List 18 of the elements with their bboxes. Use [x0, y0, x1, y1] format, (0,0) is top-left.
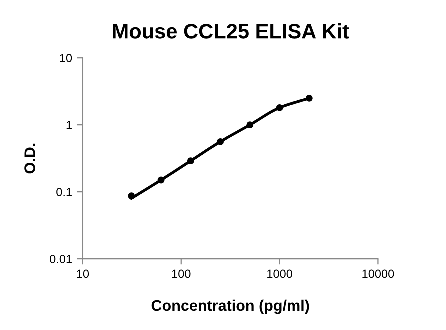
y-tick-label: 10 — [60, 54, 72, 62]
y-tick-label: 0.01 — [50, 255, 72, 264]
y-axis-title: O.D. — [24, 144, 36, 174]
x-tick-label: 1000 — [268, 270, 292, 278]
chart-title: Mouse CCL25 ELISA Kit — [113, 24, 350, 39]
x-tick-label: 10000 — [362, 270, 394, 278]
y-tick-label: 1 — [66, 121, 72, 130]
point — [306, 94, 313, 102]
point — [217, 138, 224, 146]
x-tick-label: 10 — [77, 270, 90, 278]
x-axis-title: Concentration (pg/ml) — [152, 300, 310, 314]
point — [128, 192, 136, 200]
point — [158, 176, 165, 184]
point — [187, 158, 194, 165]
point — [276, 104, 284, 112]
point — [246, 122, 254, 129]
y-tick-label: 0.1 — [56, 188, 72, 196]
x-tick-label: 100 — [172, 270, 191, 278]
